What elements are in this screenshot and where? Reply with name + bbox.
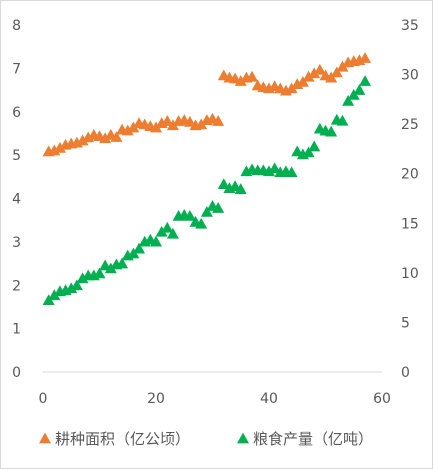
data-point xyxy=(268,162,281,174)
right-axis-tick-label: 20 xyxy=(401,167,419,183)
left-axis-tick-label: 4 xyxy=(12,192,21,208)
right-axis-ticks: 0 5 10 15 20 25 30 35 xyxy=(401,18,419,381)
data-point xyxy=(183,115,196,127)
data-point xyxy=(150,235,162,247)
data-point xyxy=(330,66,343,78)
x-axis-tick-label: 40 xyxy=(260,391,278,407)
data-point xyxy=(116,257,129,269)
data-point xyxy=(359,75,372,86)
data-point xyxy=(99,132,112,144)
data-point xyxy=(166,119,179,131)
left-axis-tick-label: 2 xyxy=(12,278,21,294)
data-point xyxy=(285,166,298,178)
left-axis-tick-label: 6 xyxy=(12,105,21,121)
data-point xyxy=(336,60,349,72)
data-point xyxy=(48,289,61,301)
data-point xyxy=(70,279,83,291)
legend: 耕种面积（亿公顷） 粮食产量（亿吨） xyxy=(39,430,373,448)
data-point xyxy=(234,75,247,86)
data-point xyxy=(212,202,225,213)
data-point xyxy=(302,146,315,158)
data-point xyxy=(342,94,355,106)
data-point xyxy=(200,205,213,217)
data-point xyxy=(183,209,196,221)
series-1-points xyxy=(42,52,372,157)
data-point xyxy=(353,84,366,95)
data-point xyxy=(217,178,230,190)
data-point xyxy=(65,282,78,294)
legend-item-2: 粮食产量（亿吨） xyxy=(237,430,373,448)
right-axis-tick-label: 25 xyxy=(401,117,419,133)
legend-label: 粮食产量（亿吨） xyxy=(253,430,373,448)
data-point xyxy=(195,217,208,229)
data-point xyxy=(246,70,259,82)
right-axis-tick-label: 30 xyxy=(401,68,419,84)
x-axis-ticks: 0 20 40 60 xyxy=(39,391,391,407)
data-point xyxy=(359,52,372,63)
data-point xyxy=(308,67,321,79)
legend-marker xyxy=(237,432,249,444)
left-axis-ticks: 0 1 2 3 4 5 6 7 8 xyxy=(12,18,21,381)
data-point xyxy=(234,183,247,194)
x-axis-tick-label: 0 xyxy=(39,391,48,407)
legend-marker xyxy=(39,432,51,444)
data-point xyxy=(285,82,298,94)
left-axis-tick-label: 3 xyxy=(12,235,21,251)
data-point xyxy=(161,221,174,233)
right-axis-tick-label: 5 xyxy=(401,315,410,331)
right-axis-tick-label: 10 xyxy=(401,266,419,282)
data-point xyxy=(336,114,349,126)
data-point xyxy=(166,227,179,239)
data-point xyxy=(76,272,89,284)
data-point xyxy=(150,121,162,133)
data-point xyxy=(308,140,321,152)
right-axis-tick-label: 15 xyxy=(401,216,419,232)
data-point xyxy=(93,267,106,279)
left-axis-tick-label: 7 xyxy=(12,61,21,77)
data-point xyxy=(161,115,174,126)
left-axis-tick-label: 0 xyxy=(12,365,21,381)
data-point xyxy=(127,121,140,133)
x-axis-tick-label: 20 xyxy=(147,391,165,407)
legend-label: 耕种面积（亿公顷） xyxy=(55,430,190,448)
data-point xyxy=(155,225,168,237)
x-axis-tick-label: 60 xyxy=(373,391,391,407)
data-point xyxy=(325,125,338,137)
data-point xyxy=(302,70,315,82)
data-point xyxy=(53,141,66,153)
left-axis-tick-label: 5 xyxy=(12,148,21,164)
left-axis-tick-label: 1 xyxy=(12,322,21,338)
series-2-points xyxy=(42,75,372,306)
data-point xyxy=(121,124,134,136)
right-axis-tick-label: 35 xyxy=(401,18,419,34)
data-point xyxy=(76,134,89,146)
right-axis-tick-label: 0 xyxy=(401,365,410,381)
data-point xyxy=(133,242,146,254)
data-point xyxy=(104,262,117,274)
data-point xyxy=(263,165,275,177)
data-point xyxy=(195,118,208,130)
data-point xyxy=(110,131,123,142)
data-point xyxy=(212,115,225,126)
data-point xyxy=(313,63,326,75)
legend-item-1: 耕种面积（亿公顷） xyxy=(39,430,190,448)
left-axis-tick-label: 8 xyxy=(12,18,21,34)
data-marks xyxy=(42,52,372,306)
